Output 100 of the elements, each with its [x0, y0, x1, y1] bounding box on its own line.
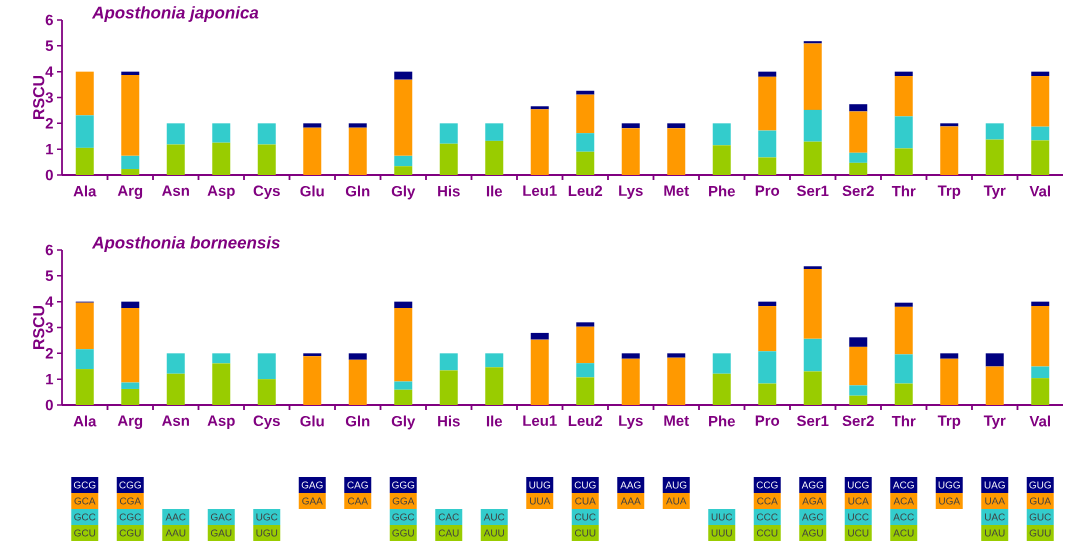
bar — [121, 75, 140, 156]
bar — [667, 123, 686, 129]
data-label: CCA — [757, 497, 778, 505]
data-label: CCU — [756, 529, 778, 537]
y-tick-label: 1 — [46, 374, 54, 385]
bar — [212, 363, 231, 405]
y-axis-title: RSCU — [33, 305, 45, 350]
x-tick-label: Ile — [486, 415, 503, 427]
bar — [212, 123, 231, 143]
bar — [849, 385, 868, 396]
bar — [121, 301, 140, 309]
bar — [758, 383, 777, 405]
x-tick-label: Leu1 — [523, 185, 557, 196]
bar — [712, 123, 731, 146]
data-label: CGU — [119, 529, 141, 537]
bar — [758, 71, 777, 77]
bar — [121, 382, 140, 389]
bar — [576, 90, 595, 95]
x-tick-label: Gly — [391, 415, 416, 430]
bar — [439, 123, 458, 144]
bar — [985, 123, 1004, 140]
data-label: CGA — [119, 497, 142, 505]
data-label: UAG — [984, 481, 1005, 489]
bar — [758, 351, 777, 384]
x-tick-label: Gln — [345, 185, 370, 197]
y-tick-label: 6 — [45, 14, 53, 26]
data-label: UUC — [711, 513, 733, 521]
bar — [712, 373, 731, 405]
bar — [1031, 306, 1050, 367]
bar — [803, 269, 822, 339]
x-tick-label: Cys — [253, 185, 280, 200]
bar — [485, 367, 504, 405]
bar — [394, 381, 413, 390]
x-tick-label: Asn — [162, 185, 189, 196]
bar — [394, 71, 413, 80]
data-label: GGA — [392, 497, 415, 505]
bar — [75, 349, 94, 370]
x-tick-label: Thr — [891, 415, 916, 427]
data-label: AAG — [620, 481, 641, 489]
data-label: UCC — [848, 513, 869, 521]
data-label: UUU — [711, 529, 732, 537]
data-label: UAA — [985, 497, 1005, 505]
bar — [576, 151, 595, 175]
x-tick-label: Pro — [755, 415, 780, 426]
bar — [439, 370, 458, 405]
bar — [758, 130, 777, 158]
data-label: UCA — [848, 497, 869, 505]
bar — [849, 337, 868, 347]
x-tick-label: Ala — [73, 185, 97, 197]
x-tick-label: Trp — [937, 415, 961, 429]
bar — [257, 379, 276, 405]
bar — [894, 148, 913, 175]
bar — [121, 388, 140, 405]
data-label: CAG — [347, 481, 368, 489]
data-label: UGU — [256, 529, 278, 537]
data-label: AGA — [802, 497, 824, 505]
data-label: AAA — [620, 497, 641, 505]
bar — [803, 338, 822, 372]
bar — [1031, 71, 1050, 77]
data-label: CUC — [574, 513, 596, 521]
y-tick-label: 4 — [45, 296, 54, 307]
data-label: AUC — [483, 513, 505, 521]
bar — [894, 76, 913, 117]
bar — [621, 358, 640, 405]
data-label: UGG — [938, 481, 960, 489]
bar — [621, 123, 640, 129]
bar — [985, 139, 1004, 175]
bar — [894, 354, 913, 384]
x-tick-label: Phe — [709, 415, 735, 427]
data-label: GUU — [1029, 529, 1051, 537]
bar — [940, 353, 959, 359]
bar — [303, 353, 322, 357]
bar — [348, 127, 367, 175]
bar — [894, 302, 913, 307]
data-label: AGC — [801, 513, 824, 521]
y-tick-label: 5 — [45, 270, 54, 282]
bar — [348, 123, 367, 128]
bar — [485, 353, 504, 368]
bar — [75, 147, 94, 175]
data-label: GGU — [392, 529, 414, 537]
bar — [439, 143, 458, 175]
data-label: CUU — [574, 529, 596, 537]
bar — [394, 389, 413, 405]
y-tick-label: 0 — [45, 169, 53, 181]
bar — [166, 373, 185, 405]
data-label: GGG — [392, 481, 415, 489]
bar — [667, 353, 686, 358]
bar — [894, 71, 913, 77]
y-tick-label: 3 — [45, 92, 53, 103]
data-label: AAU — [165, 529, 186, 537]
bar — [530, 106, 549, 110]
bar — [394, 308, 413, 382]
x-tick-label: Tyr — [983, 185, 1006, 199]
bar — [75, 115, 94, 148]
data-label: UGA — [939, 497, 961, 505]
bar — [166, 353, 185, 374]
data-label: AAC — [165, 513, 186, 521]
y-tick-label: 0 — [45, 399, 53, 411]
x-tick-label: Ser2 — [842, 185, 874, 197]
data-label: CCG — [756, 481, 778, 489]
